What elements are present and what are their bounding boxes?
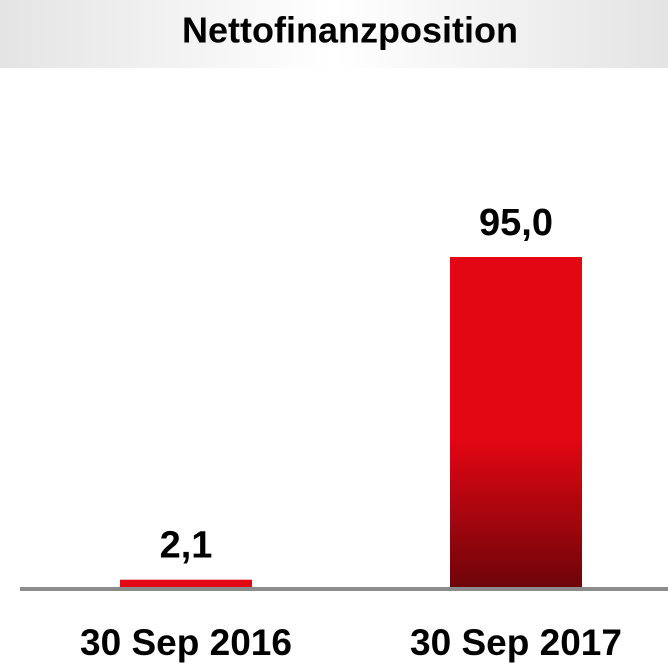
- value-label: 95,0: [479, 202, 553, 244]
- title-band: [0, 0, 668, 68]
- x-tick-label: 30 Sep 2016: [80, 622, 292, 663]
- value-label: 2,1: [160, 525, 213, 567]
- bar: [120, 579, 252, 587]
- bar: [450, 257, 582, 587]
- chart-title: Nettofinanzposition: [182, 10, 518, 51]
- x-tick-label: 30 Sep 2017: [410, 622, 622, 663]
